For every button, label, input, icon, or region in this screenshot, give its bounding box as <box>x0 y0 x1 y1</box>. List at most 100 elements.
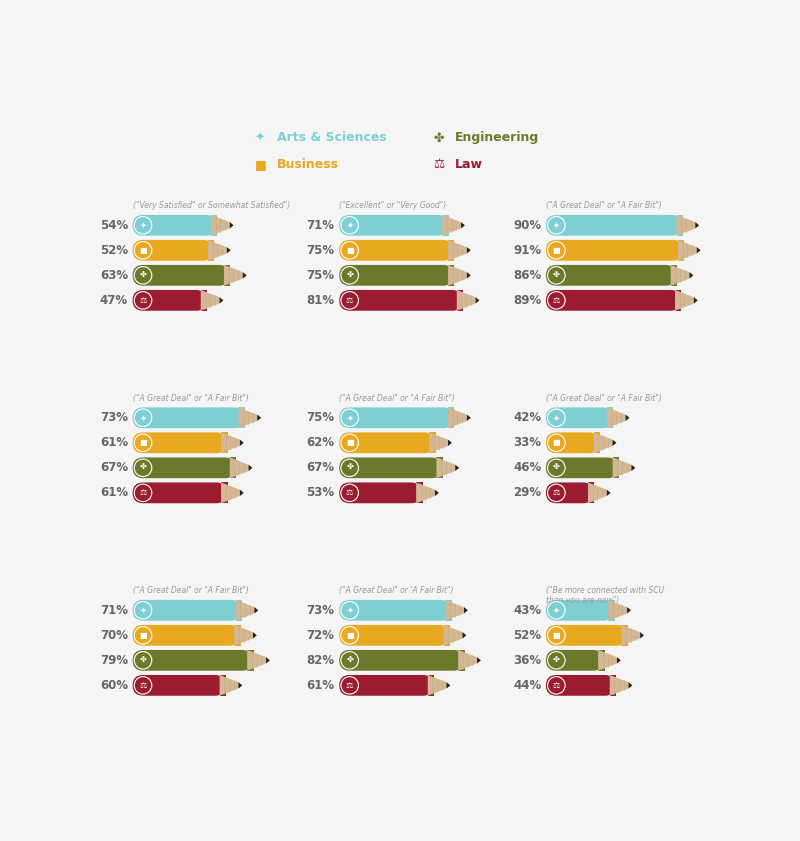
Text: ✦: ✦ <box>139 413 146 422</box>
FancyBboxPatch shape <box>133 675 226 696</box>
Circle shape <box>134 484 152 501</box>
Text: 52%: 52% <box>100 244 128 257</box>
Circle shape <box>134 409 152 426</box>
Circle shape <box>547 484 565 501</box>
Circle shape <box>547 292 565 309</box>
Text: Business: Business <box>277 157 338 171</box>
FancyBboxPatch shape <box>546 290 681 310</box>
Circle shape <box>341 627 358 644</box>
Circle shape <box>134 652 152 669</box>
Text: 62%: 62% <box>306 436 334 449</box>
Text: 53%: 53% <box>306 486 334 500</box>
FancyBboxPatch shape <box>339 483 422 503</box>
FancyBboxPatch shape <box>546 483 594 503</box>
PathPatch shape <box>455 465 459 471</box>
PathPatch shape <box>607 489 610 496</box>
PathPatch shape <box>243 272 246 278</box>
PathPatch shape <box>240 489 244 496</box>
Text: ⚖: ⚖ <box>139 489 146 497</box>
Bar <box>448 407 454 428</box>
PathPatch shape <box>448 407 470 428</box>
Text: ✤: ✤ <box>139 271 146 280</box>
Circle shape <box>341 292 358 309</box>
Circle shape <box>134 434 152 452</box>
Text: ✤: ✤ <box>346 463 353 473</box>
Circle shape <box>134 677 152 694</box>
Text: ✦: ✦ <box>346 413 353 422</box>
PathPatch shape <box>230 458 252 479</box>
Text: ■: ■ <box>553 631 560 640</box>
Circle shape <box>547 652 565 669</box>
Text: 61%: 61% <box>100 486 128 500</box>
Text: 67%: 67% <box>100 462 128 474</box>
Circle shape <box>134 459 152 477</box>
Circle shape <box>547 434 565 452</box>
PathPatch shape <box>442 215 465 235</box>
Text: ■: ■ <box>553 246 560 255</box>
Text: ⚖: ⚖ <box>553 681 560 690</box>
Bar <box>247 650 254 671</box>
Text: ✤: ✤ <box>434 131 444 145</box>
Text: ■: ■ <box>139 246 147 255</box>
Text: 61%: 61% <box>100 436 128 449</box>
Text: 75%: 75% <box>306 269 334 282</box>
Bar <box>444 625 450 646</box>
Bar <box>448 265 454 286</box>
Text: ⚖: ⚖ <box>346 489 354 497</box>
PathPatch shape <box>238 407 261 428</box>
Text: ("A Great Deal" or "A Fair Bit"): ("A Great Deal" or "A Fair Bit") <box>339 394 455 403</box>
PathPatch shape <box>461 222 465 229</box>
Text: 70%: 70% <box>100 629 128 642</box>
PathPatch shape <box>690 272 694 278</box>
Text: 89%: 89% <box>513 294 542 307</box>
Text: 61%: 61% <box>306 679 334 692</box>
FancyBboxPatch shape <box>339 265 454 286</box>
Text: ■: ■ <box>346 631 354 640</box>
Text: 43%: 43% <box>513 604 542 616</box>
FancyBboxPatch shape <box>546 240 684 261</box>
Text: 82%: 82% <box>306 653 334 667</box>
Text: ⚖: ⚖ <box>434 157 445 171</box>
FancyBboxPatch shape <box>133 265 230 286</box>
Text: ⚖: ⚖ <box>553 489 560 497</box>
PathPatch shape <box>626 415 630 420</box>
PathPatch shape <box>598 650 621 671</box>
PathPatch shape <box>238 682 242 689</box>
PathPatch shape <box>234 625 257 646</box>
Bar <box>230 458 236 479</box>
Circle shape <box>134 627 152 644</box>
FancyBboxPatch shape <box>546 600 614 621</box>
PathPatch shape <box>617 657 621 664</box>
Text: Arts & Sciences: Arts & Sciences <box>277 131 386 145</box>
Circle shape <box>134 241 152 259</box>
Text: ✦: ✦ <box>346 606 353 615</box>
Text: Law: Law <box>455 157 483 171</box>
PathPatch shape <box>640 632 644 638</box>
Bar <box>448 240 454 261</box>
FancyBboxPatch shape <box>546 458 618 479</box>
Bar <box>677 215 683 235</box>
Circle shape <box>341 241 358 259</box>
Text: ■: ■ <box>553 438 560 447</box>
Text: ("Be more connected with SCU
than you are now"): ("Be more connected with SCU than you ar… <box>546 586 664 606</box>
Text: ✤: ✤ <box>553 271 560 280</box>
Circle shape <box>134 267 152 284</box>
Circle shape <box>547 267 565 284</box>
Circle shape <box>134 292 152 309</box>
Text: ⚖: ⚖ <box>346 296 354 304</box>
PathPatch shape <box>230 222 234 229</box>
Text: ("Very Satisfied" or Somewhat Satisfied"): ("Very Satisfied" or Somewhat Satisfied"… <box>133 201 290 210</box>
Text: 52%: 52% <box>513 629 542 642</box>
Circle shape <box>341 652 358 669</box>
Text: ✤: ✤ <box>139 463 146 473</box>
FancyBboxPatch shape <box>546 432 599 453</box>
Text: 71%: 71% <box>306 219 334 232</box>
PathPatch shape <box>467 247 470 253</box>
Bar <box>235 600 242 621</box>
Text: ■: ■ <box>346 246 354 255</box>
PathPatch shape <box>675 290 698 310</box>
Circle shape <box>134 601 152 619</box>
Bar <box>442 215 449 235</box>
Text: 91%: 91% <box>513 244 542 257</box>
PathPatch shape <box>476 297 479 304</box>
